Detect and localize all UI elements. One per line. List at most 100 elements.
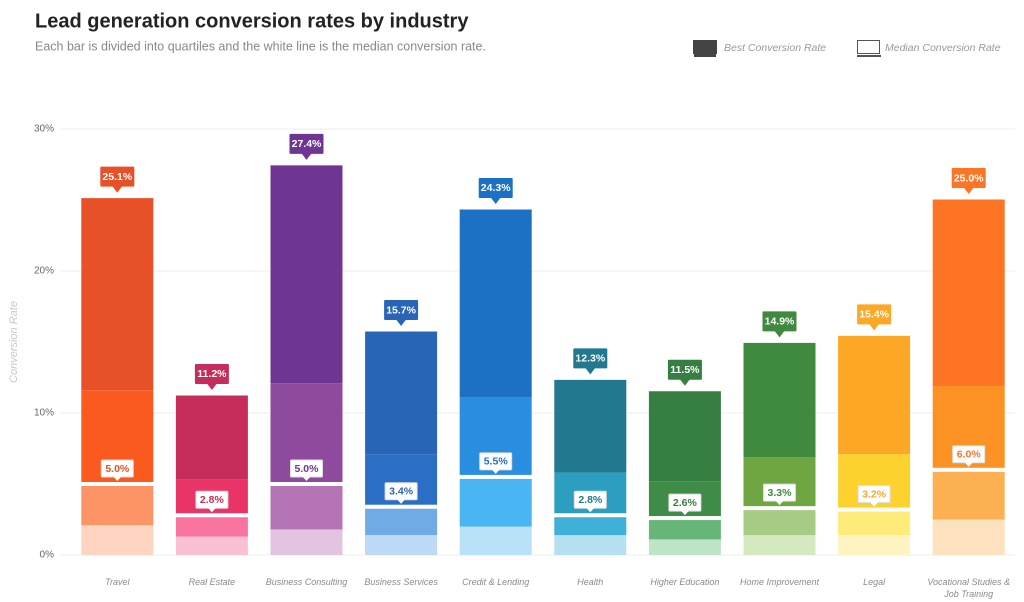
median-label: 5.0%: [295, 463, 320, 475]
y-tick-label: 30%: [34, 124, 54, 135]
median-line: [79, 482, 156, 486]
x-tick-label: Business Services: [364, 577, 438, 587]
bar-segment: [459, 476, 532, 527]
bar-segment: [81, 198, 154, 391]
best-label: 11.5%: [670, 364, 700, 376]
bar-segment: [648, 539, 721, 555]
x-tick-label: Business Consulting: [265, 577, 348, 587]
bar-segment: [554, 535, 627, 555]
legend-icon-best: [693, 40, 717, 54]
median-label-pointer: [397, 499, 406, 504]
best-label-box: [194, 363, 229, 384]
bar-segment: [365, 332, 438, 455]
bar-segment: [932, 519, 1005, 555]
x-tick-label: Vocational Studies & Job Training: [927, 577, 1011, 599]
bar-segment: [81, 484, 154, 526]
bar-segment: [648, 391, 721, 482]
median-label-pointer: [680, 510, 689, 516]
median-line: [552, 513, 629, 518]
median-label-pointer: [775, 500, 784, 506]
bar-segment: [743, 508, 816, 536]
median-line: [457, 474, 534, 479]
median-label-pointer: [207, 507, 216, 513]
median-label-pointer: [586, 507, 595, 513]
median-label: 2.6%: [673, 497, 698, 509]
chart-title: Lead generation conversion rates by indu…: [35, 10, 469, 32]
y-tick-label: 10%: [34, 408, 54, 419]
legend-icon-median: [857, 40, 880, 54]
best-label-box: [857, 304, 892, 325]
best-label: 15.7%: [386, 304, 416, 316]
best-label: 25.1%: [102, 171, 132, 183]
median-line: [173, 513, 250, 518]
bar-segment: [932, 469, 1005, 520]
bar-segment: [365, 535, 438, 555]
best-label-pointer: [301, 153, 312, 160]
x-tick-label: Home Improvement: [739, 577, 820, 587]
best-label-box: [289, 133, 324, 154]
bar-segment: [743, 343, 816, 458]
bar-segment: [554, 380, 627, 473]
bar-segment: [270, 165, 343, 384]
best-label-box: [100, 166, 135, 187]
bar-segment: [743, 535, 816, 555]
median-label: 6.0%: [957, 449, 982, 461]
best-label-pointer: [112, 186, 123, 193]
best-label-box: [667, 359, 702, 380]
x-tick-label: Higher Education: [650, 577, 720, 587]
best-label: 12.3%: [575, 353, 605, 365]
x-tick-label: Credit & Lending: [462, 577, 530, 587]
x-tick-label: Health: [577, 577, 604, 587]
bar-segment: [175, 515, 248, 537]
median-label: 2.8%: [578, 494, 603, 506]
legend-label: Best Conversion Rate: [724, 42, 826, 54]
bar-segment: [81, 525, 154, 555]
bar-segment: [648, 518, 721, 540]
median-label: 5.5%: [484, 456, 509, 468]
best-label-pointer: [206, 383, 217, 390]
median-label: 3.3%: [768, 487, 793, 499]
legend-icon-base: [694, 54, 716, 57]
x-tick-label: Real Estate: [188, 577, 236, 587]
median-line: [741, 506, 818, 511]
bar-segment: [932, 200, 1005, 387]
median-line: [363, 504, 440, 509]
median-label-pointer: [113, 476, 122, 481]
median-label-pointer: [491, 469, 500, 474]
legend-label: Median Conversion Rate: [885, 42, 1001, 54]
best-label-pointer: [679, 379, 690, 386]
median-line: [646, 516, 723, 521]
y-axis-label: Conversion Rate: [8, 301, 20, 383]
y-tick-label: 20%: [34, 266, 54, 277]
bar-segment: [554, 515, 627, 536]
median-label: 2.8%: [200, 494, 225, 506]
bar-segment: [459, 526, 532, 555]
bar-segment: [365, 506, 438, 536]
median-line: [930, 467, 1007, 472]
best-label: 15.4%: [859, 309, 889, 321]
bar-segment: [175, 395, 248, 480]
best-label: 14.9%: [765, 316, 795, 328]
median-line: [836, 507, 913, 512]
x-tick-label: Travel: [105, 577, 130, 587]
best-label: 24.3%: [481, 182, 511, 194]
best-label: 27.4%: [292, 138, 322, 150]
best-label-box: [478, 177, 513, 198]
bar-segment: [459, 209, 532, 398]
legend-icon-base: [857, 55, 881, 57]
best-label-box: [573, 348, 608, 369]
y-tick-label: 0%: [40, 550, 55, 561]
best-label-pointer: [869, 323, 880, 331]
bar-segment: [838, 535, 911, 555]
best-label-box: [384, 300, 419, 321]
best-label-pointer: [585, 367, 596, 375]
best-label-pointer: [963, 187, 974, 194]
best-label-pointer: [490, 197, 501, 204]
median-label-pointer: [870, 502, 879, 507]
best-label-box: [951, 168, 986, 188]
median-line: [268, 482, 345, 486]
median-label: 3.4%: [389, 486, 414, 498]
bar-segment: [270, 529, 343, 555]
median-label: 3.2%: [862, 488, 887, 500]
